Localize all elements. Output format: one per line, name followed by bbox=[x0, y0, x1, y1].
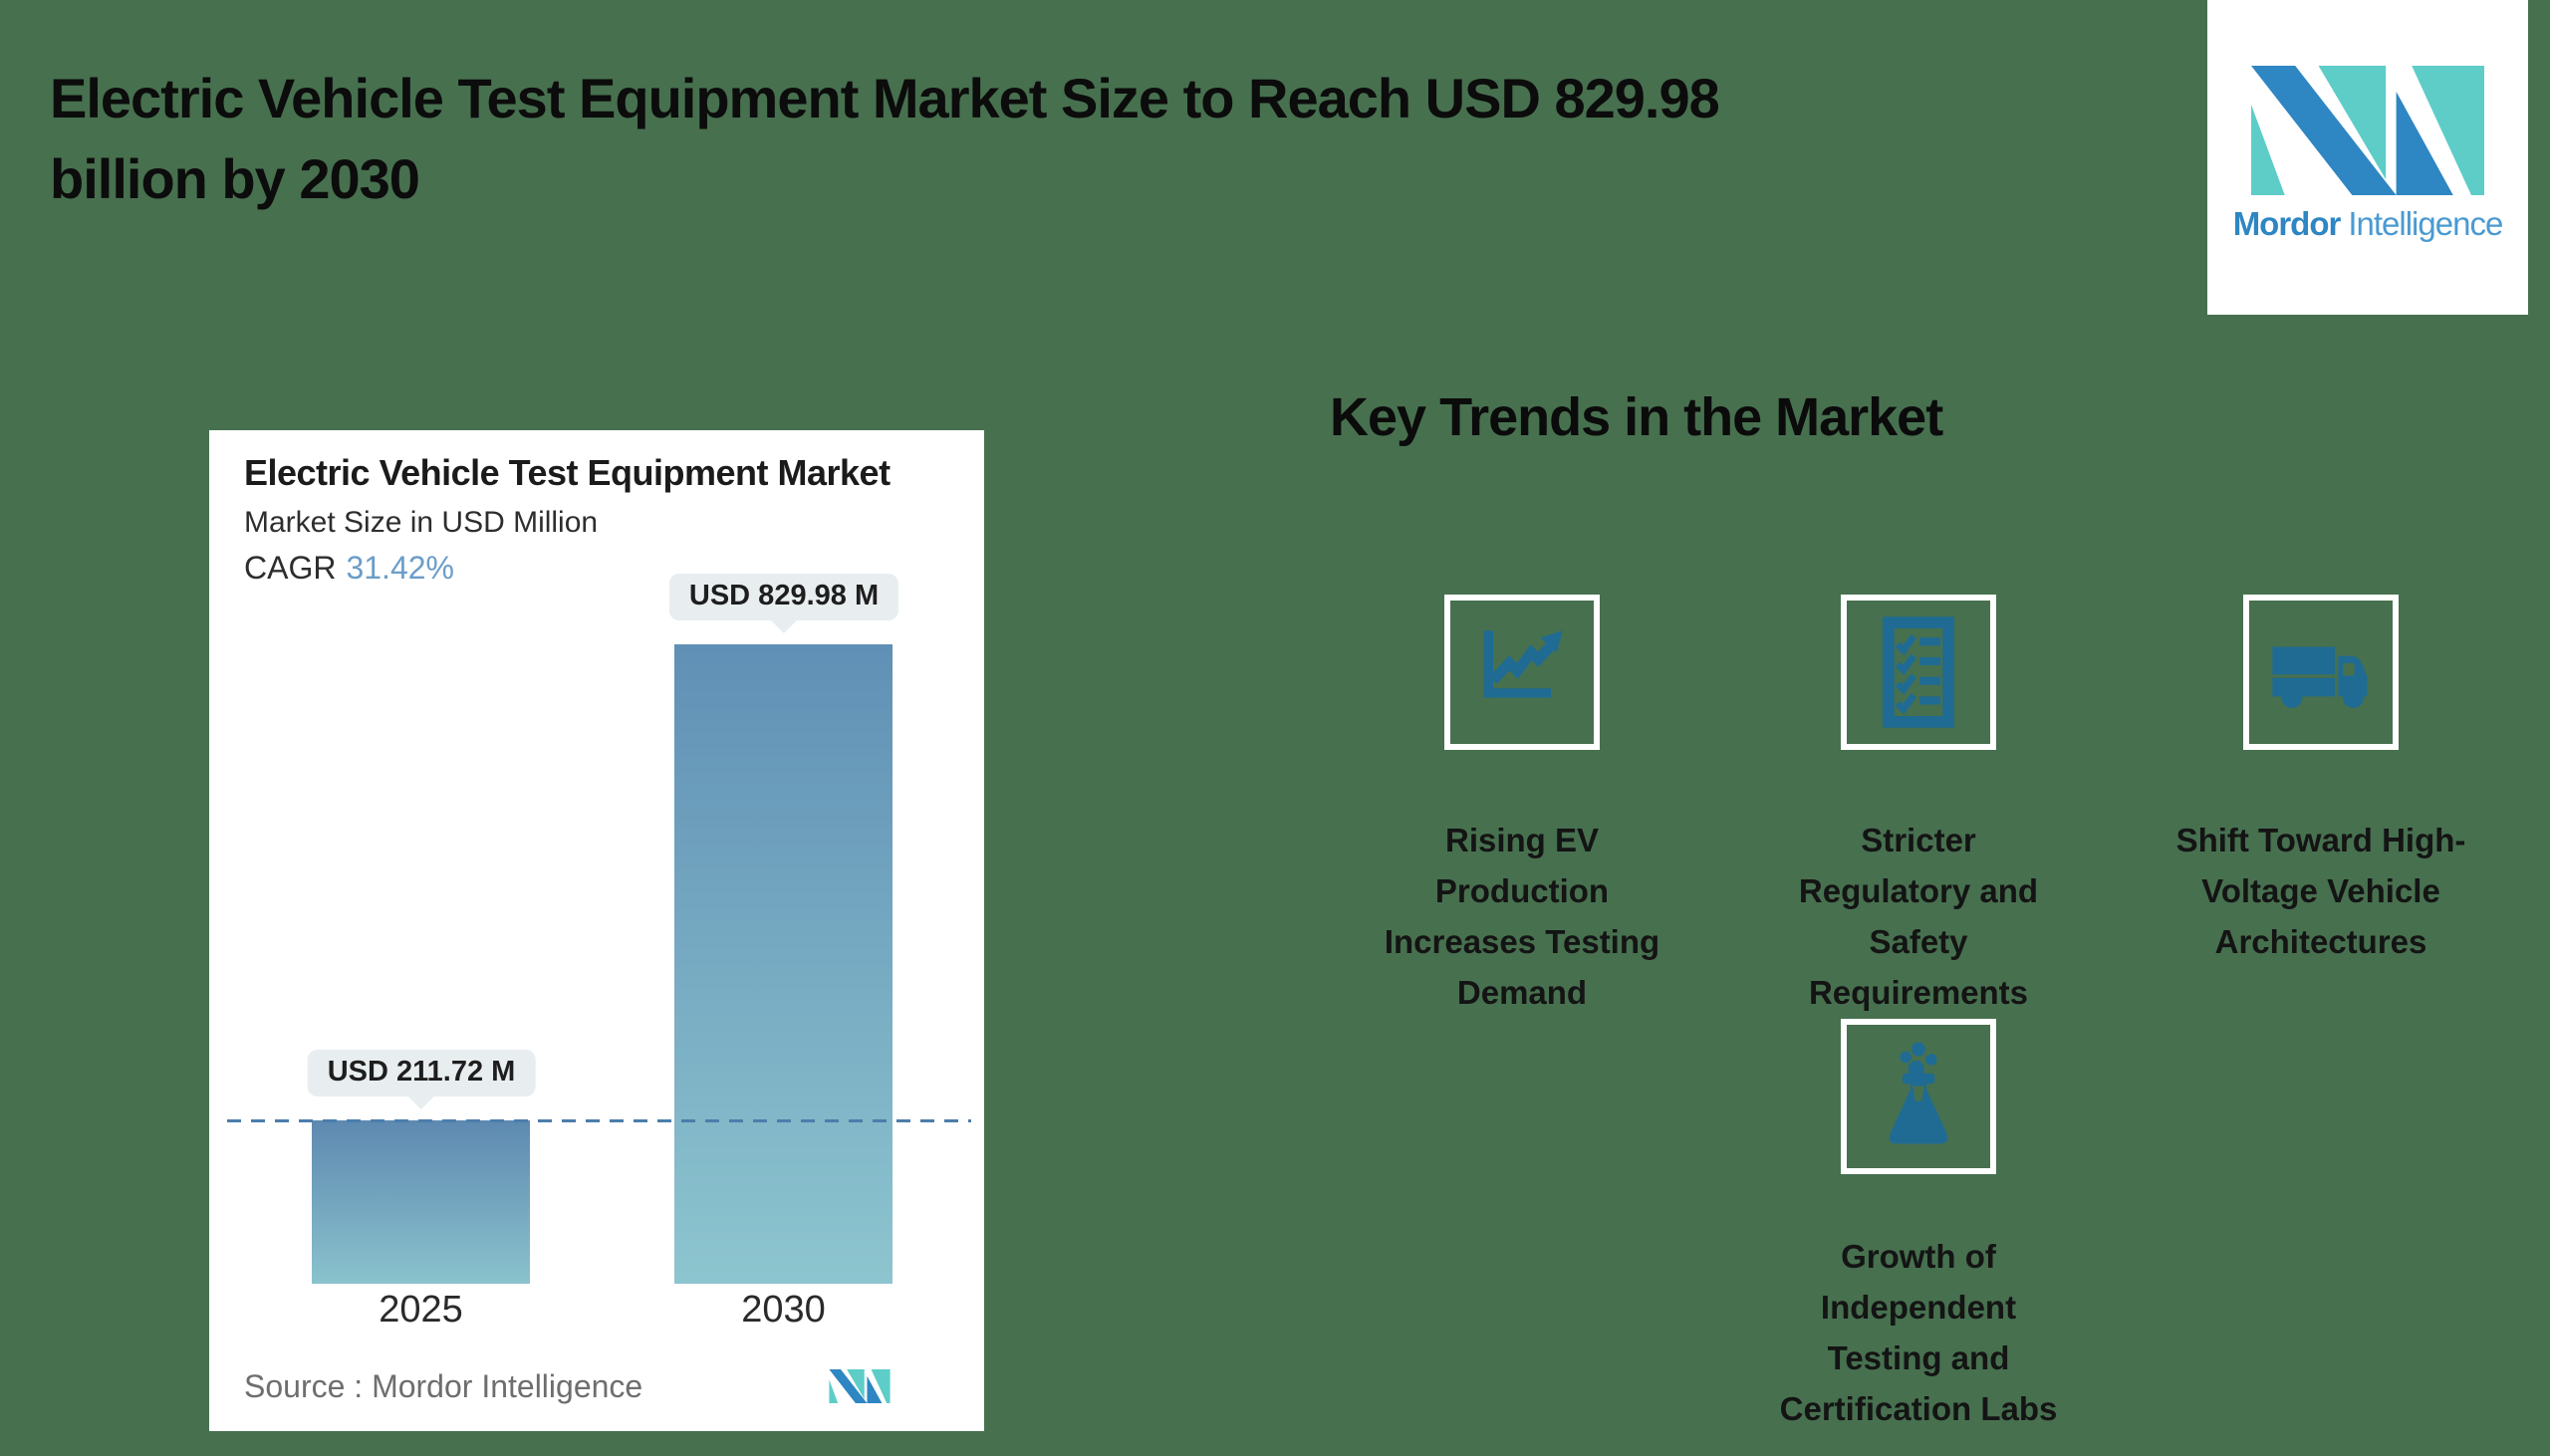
source-attribution: Source : Mordor Intelligence bbox=[244, 1368, 643, 1404]
bar-2030 bbox=[674, 644, 892, 1284]
truck-icon bbox=[2272, 646, 2368, 708]
x-tick-2030: 2030 bbox=[741, 1289, 826, 1331]
trends-heading: Key Trends in the Market bbox=[1330, 387, 1943, 447]
cagr-label: CAGR bbox=[244, 550, 337, 586]
mordor-logo-mark bbox=[2251, 66, 2484, 195]
logo-wordmark: Mordor Intelligence bbox=[2232, 205, 2504, 243]
bar-chart-plot: USD 211.72 M USD 829.98 M 2025 2030 bbox=[209, 430, 984, 1431]
cagr-value: 31.42% bbox=[346, 550, 454, 586]
chart-subtitle: Market Size in USD Million bbox=[244, 506, 599, 539]
trend-label-rising-ev: Rising EV Production Increases Testing D… bbox=[1384, 822, 1660, 1011]
market-chart-card: Electric Vehicle Test Equipment Market M… bbox=[209, 430, 984, 1431]
line-chart-icon bbox=[1483, 630, 1563, 698]
trend-label-high-voltage: Shift Toward High- Voltage Vehicle Archi… bbox=[2175, 822, 2466, 960]
cagr-row: CAGR 31.42% bbox=[244, 550, 454, 587]
trend-box-rising-ev bbox=[1444, 595, 1600, 750]
reference-dashed-line bbox=[227, 1119, 971, 1122]
logo-text-intelligence: Intelligence bbox=[2348, 205, 2503, 242]
bar-2025 bbox=[312, 1120, 530, 1284]
value-bubble-2030: USD 829.98 M bbox=[668, 574, 899, 620]
trend-box-high-voltage bbox=[2243, 595, 2399, 750]
mordor-logo-mark-small bbox=[829, 1369, 891, 1403]
trend-label-regulatory: Stricter Regulatory and Safety Requireme… bbox=[1798, 822, 2039, 1011]
mordor-intelligence-logo: Mordor Intelligence bbox=[2207, 0, 2528, 315]
logo-text-mordor: Mordor bbox=[2232, 205, 2342, 242]
trend-label-testing-labs: Growth of Independent Testing and Certif… bbox=[1779, 1238, 2058, 1427]
checklist-icon bbox=[1883, 616, 1954, 728]
chart-title: Electric Vehicle Test Equipment Market bbox=[244, 452, 891, 493]
trend-box-regulatory bbox=[1841, 595, 1996, 750]
x-tick-2025: 2025 bbox=[379, 1289, 463, 1331]
flask-icon bbox=[1889, 1042, 1948, 1144]
page-title: Electric Vehicle Test Equipment Market S… bbox=[50, 67, 1720, 210]
value-bubble-2025: USD 211.72 M bbox=[307, 1050, 536, 1096]
trend-box-testing-labs bbox=[1841, 1019, 1996, 1174]
